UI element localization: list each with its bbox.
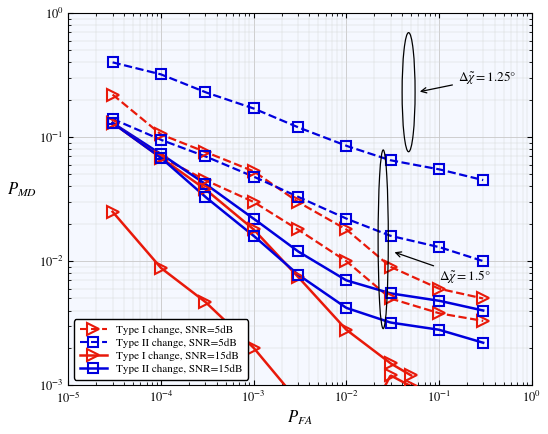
Legend: Type I change, SNR=5dB, Type II change, SNR=5dB, Type I change, SNR=15dB, Type I: Type I change, SNR=5dB, Type II change, … — [74, 319, 248, 380]
Text: $\Delta\tilde{\chi} = 1.25°$: $\Delta\tilde{\chi} = 1.25°$ — [421, 69, 516, 93]
Text: $\Delta\tilde{\chi} = 1.5°$: $\Delta\tilde{\chi} = 1.5°$ — [396, 252, 490, 285]
Y-axis label: $P_{MD}$: $P_{MD}$ — [7, 181, 37, 199]
X-axis label: $P_{FA}$: $P_{FA}$ — [287, 409, 313, 427]
